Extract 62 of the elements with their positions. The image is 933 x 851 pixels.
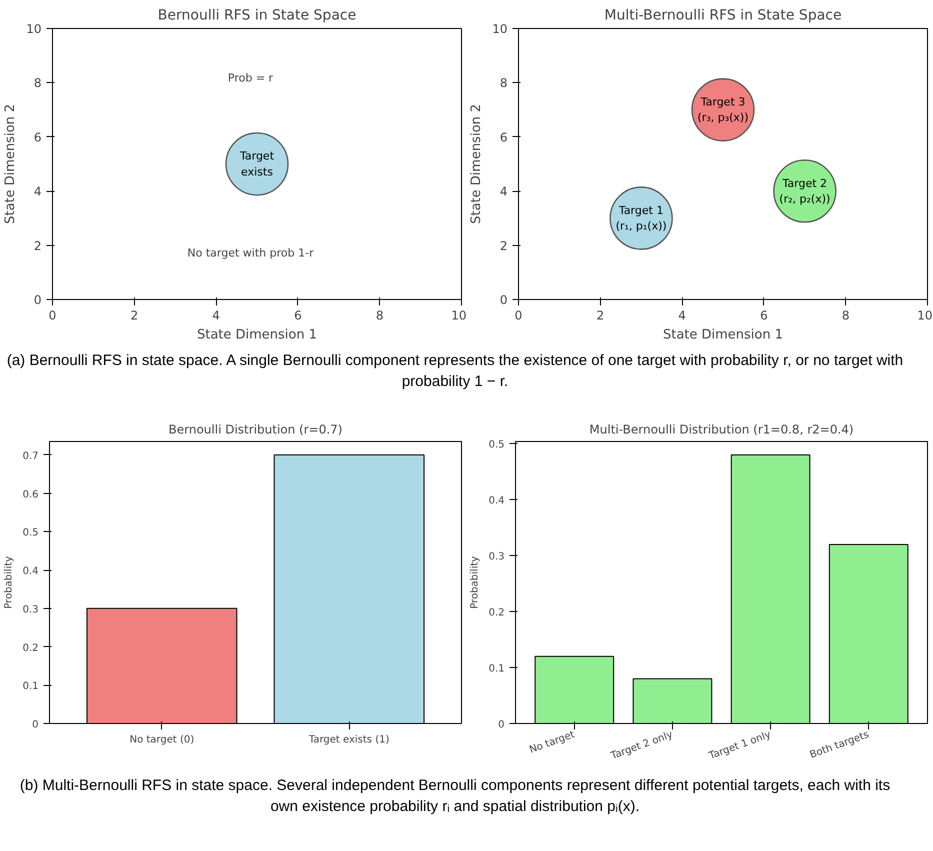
y-tick-label: 0.1 [488,664,505,675]
x-axis-title: State Dimension 1 [662,328,784,342]
y-tick-label: 0.4 [488,496,505,507]
y-tick-label: 10 [26,22,42,36]
annotation: Prob = r [228,72,274,84]
y-axis-title: Probability [4,556,15,609]
y-tick-label: 0.5 [22,528,39,539]
chart-title: Multi-Bernoulli RFS in State Space [604,8,842,24]
y-tick-label: 2 [500,238,508,253]
annotation: Target 3 (r₃, p₃(x)) [698,96,749,124]
x-tick-label: 0 [48,308,56,322]
y-tick-label: 0.4 [22,566,39,578]
chart-title: Multi-Bernoulli Distribution (r1=0.8, r2=0.4) [589,422,854,436]
y-tick-label: 4 [500,184,508,199]
y-tick-label: 0 [498,720,505,730]
x-tick-label: Target 1 only [706,729,773,762]
chart-title: Bernoulli RFS in State Space [158,8,356,24]
y-tick-label: 0.1 [22,681,39,692]
x-tick-label: Target exists (1) [308,734,390,746]
annotation: Target 2 (r₂, p₂(x)) [779,176,830,206]
annotation: Target exists [238,150,275,178]
y-tick-label: 0.6 [22,489,39,500]
x-axis-title: State Dimension 1 [196,328,318,342]
y-tick-label: 0.2 [22,642,39,654]
y-tick-label: 6 [500,130,508,144]
x-tick-label: No target (0) [130,734,194,746]
x-tick-label: 4 [212,308,220,322]
y-tick-label: 0.5 [488,440,505,451]
x-tick-label: 2 [130,308,138,322]
y-tick-label: 6 [34,130,42,144]
y-tick-label: 0 [500,293,508,307]
y-tick-label: 2 [34,238,42,253]
y-axis-title: State Dimension 2 [469,104,484,224]
y-tick-label: 0 [32,720,39,730]
text: (a) Bernoulli RFS in state space. A single Bernoulli component represents the existence of one target with probability r, or no target with probability 1 − r. [6,351,904,392]
y-tick-label: 0.2 [488,608,505,619]
annotation: No target with prob 1-r [187,246,314,260]
y-axis-title: Probability [470,556,481,609]
x-tick-label: 2 [596,308,604,322]
x-tick-label: 4 [678,308,686,322]
annotation: Target 1 (r₁, p₁(x)) [616,204,667,232]
x-tick-label: 0 [514,308,522,322]
y-tick-label: 8 [34,76,42,90]
x-tick-label: Both targets [808,729,871,761]
x-tick-label: 8 [376,308,384,322]
text: (b) Multi-Bernoulli RFS in state space. Several independent Bernoulli components represent different potential targets, each with its own existence probability rᵢ and spatial distribution pᵢ(x). [18,776,892,818]
y-tick-label: 4 [34,184,42,199]
y-tick-label: 8 [500,76,508,90]
y-tick-label: 0.7 [22,450,39,462]
chart-title: Bernoulli Distribution (r=0.7) [168,422,342,436]
y-tick-label: 10 [492,22,508,36]
x-tick-label: 10 [917,308,933,322]
x-tick-label: 6 [294,308,302,322]
y-tick-label: 0.3 [22,604,39,616]
x-tick-label: 10 [451,308,467,322]
x-tick-label: 6 [760,308,768,322]
x-tick-label: Target 2 only [608,729,674,762]
y-tick-label: 0.3 [488,552,505,563]
x-tick-label: No target [528,729,576,756]
y-axis-title: State Dimension 2 [3,104,18,224]
x-tick-label: 8 [842,308,850,322]
y-tick-label: 0 [34,293,42,307]
